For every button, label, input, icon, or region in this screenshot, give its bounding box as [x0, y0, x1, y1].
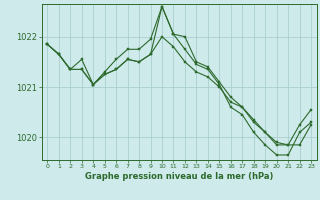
X-axis label: Graphe pression niveau de la mer (hPa): Graphe pression niveau de la mer (hPa)	[85, 172, 273, 181]
